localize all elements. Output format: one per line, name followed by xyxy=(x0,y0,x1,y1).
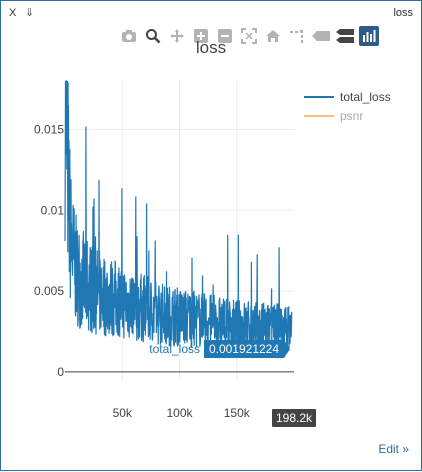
x-tick-label: 50k xyxy=(113,406,133,420)
reset-axes-icon[interactable] xyxy=(263,26,283,46)
y-tick-label: 0 xyxy=(57,365,64,379)
hover-label: total_loss 0.001921224 xyxy=(149,340,290,358)
pin-icon[interactable]: ⇓ xyxy=(25,7,35,19)
axes: 50k 100k 150k 0 0.005 0.01 0.015 xyxy=(34,122,294,420)
window-name: loss xyxy=(393,7,413,19)
hover-value: 0.001921224 xyxy=(209,342,279,356)
y-tick-label: 0.015 xyxy=(34,122,64,136)
x-tick-label: 150k xyxy=(224,406,251,420)
legend-label: psnr xyxy=(340,109,363,123)
hover-closest-icon[interactable] xyxy=(311,26,331,46)
hover-x-label: 198.2k xyxy=(272,409,317,427)
edit-link[interactable]: Edit » xyxy=(378,442,409,456)
hover-compare-icon[interactable] xyxy=(335,26,355,46)
hover-value-box xyxy=(204,340,284,358)
hover-pointer xyxy=(284,340,290,358)
pan-icon[interactable] xyxy=(167,26,187,46)
modebar xyxy=(119,25,383,47)
zoom-icon[interactable] xyxy=(143,26,163,46)
hover-series-name: total_loss xyxy=(149,342,200,356)
plot-area[interactable] xyxy=(64,80,293,353)
autoscale-icon[interactable] xyxy=(239,26,259,46)
x-tick-label: 100k xyxy=(166,406,193,420)
plotly-logo-icon[interactable] xyxy=(359,26,379,46)
close-icon[interactable]: X xyxy=(9,7,17,19)
camera-icon[interactable] xyxy=(119,26,139,46)
series-line-total_loss xyxy=(64,80,293,353)
zoom-in-icon[interactable] xyxy=(191,26,211,46)
spike-lines-icon[interactable] xyxy=(287,26,307,46)
y-tick-label: 0.005 xyxy=(34,284,64,298)
chart-title: loss xyxy=(196,38,226,57)
legend-label: total_loss xyxy=(340,90,391,104)
y-tick-label: 0.01 xyxy=(41,203,65,217)
zoom-out-icon[interactable] xyxy=(215,26,235,46)
